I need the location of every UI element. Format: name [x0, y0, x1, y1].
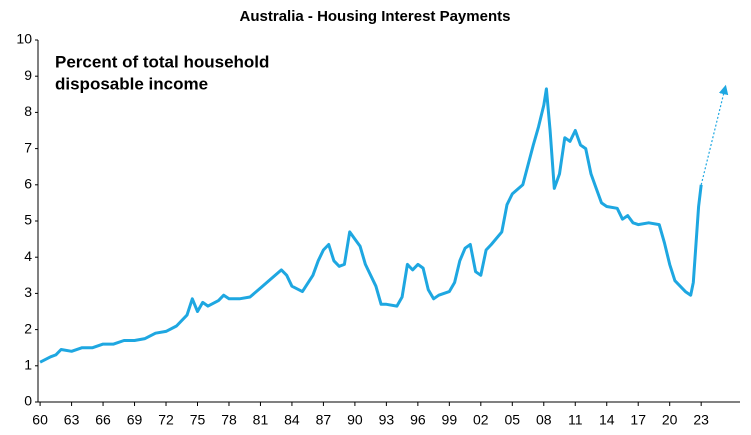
x-tick-label: 20 [662, 412, 678, 428]
x-tick-label: 08 [536, 412, 552, 428]
y-tick-label: 8 [24, 103, 32, 119]
x-tick-label: 60 [32, 412, 48, 428]
y-tick-label: 1 [24, 357, 32, 373]
data-line [39, 87, 703, 364]
x-tick-label: 14 [599, 412, 615, 428]
y-tick-label: 7 [24, 139, 32, 155]
y-tick-label: 4 [24, 248, 32, 264]
x-tick-label: 66 [95, 412, 111, 428]
x-tick-label: 87 [316, 412, 332, 428]
x-tick-label: 81 [253, 412, 269, 428]
y-tick-label: 3 [24, 284, 32, 300]
x-tick-label: 75 [190, 412, 206, 428]
x-tick-label: 11 [568, 412, 583, 428]
chart-title: Australia - Housing Interest Payments [240, 8, 511, 25]
x-tick-label: 02 [473, 412, 489, 428]
x-tick-label: 69 [127, 412, 143, 428]
y-tick-label: 2 [24, 320, 32, 336]
x-tick-label: 96 [410, 412, 426, 428]
x-tick-label: 84 [284, 412, 300, 428]
y-tick-label: 6 [24, 176, 32, 192]
x-tick-label: 93 [379, 412, 395, 428]
y-tick-label: 10 [16, 31, 32, 47]
y-tick-label: 9 [24, 67, 32, 83]
x-tick-label: 78 [221, 412, 237, 428]
x-tick-label: 90 [347, 412, 363, 428]
x-tick-label: 17 [630, 412, 646, 428]
y-tick-label: 5 [24, 212, 32, 228]
x-tick-label: 63 [64, 412, 80, 428]
annotation: Percent of total household [55, 52, 269, 71]
x-tick-label: 72 [158, 412, 174, 428]
x-tick-label: 99 [442, 412, 458, 428]
x-tick-label: 23 [693, 412, 709, 428]
y-tick-label: 0 [24, 393, 32, 409]
x-tick-label: 05 [505, 412, 521, 428]
annotation: disposable income [55, 74, 208, 93]
forecast-arrow [700, 84, 729, 185]
